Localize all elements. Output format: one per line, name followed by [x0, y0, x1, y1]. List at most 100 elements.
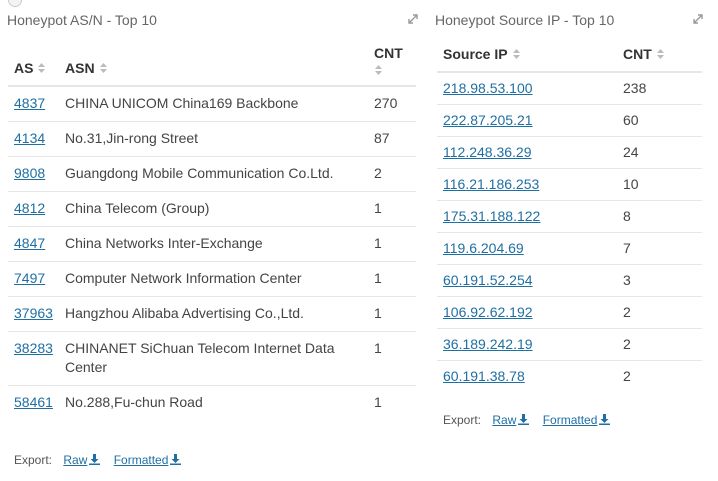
- table-row: 119.6.204.69 7: [437, 232, 702, 265]
- source-ip-cell: 222.87.205.21: [437, 104, 617, 137]
- cnt-cell: 270: [368, 85, 416, 122]
- source-ip-link[interactable]: 119.6.204.69: [443, 240, 524, 256]
- as-link[interactable]: 37963: [14, 305, 53, 321]
- source-ip-column-header[interactable]: Source IP: [437, 42, 617, 73]
- as-cell: 9808: [8, 156, 59, 192]
- source-ip-cell: 218.98.53.100: [437, 71, 617, 105]
- source-ip-panel: Honeypot Source IP - Top 10 Source IP CN…: [429, 0, 718, 481]
- cnt-cell: 87: [368, 121, 416, 157]
- export-formatted-link[interactable]: Formatted: [543, 413, 615, 427]
- cnt-cell: 1: [368, 261, 416, 297]
- as-cell: 37963: [8, 296, 59, 332]
- as-link[interactable]: 4134: [14, 130, 46, 146]
- table-row: 37963 Hangzhou Alibaba Advertising Co.,Lt…: [8, 296, 416, 332]
- table-row: 4847 China Networks Inter-Exchange 1: [8, 226, 416, 262]
- cnt-column-header[interactable]: CNT: [617, 42, 702, 73]
- asn-cell: Hangzhou Alibaba Advertising Co.,Ltd.: [59, 296, 368, 332]
- asn-cell: Guangdong Mobile Communication Co.Ltd.: [59, 156, 368, 192]
- source-ip-link[interactable]: 36.189.242.19: [443, 336, 533, 352]
- asn-cell: Computer Network Information Center: [59, 261, 368, 297]
- as-cell: 4134: [8, 121, 59, 157]
- as-link[interactable]: 4837: [14, 95, 46, 111]
- cnt-cell: 8: [617, 200, 702, 233]
- source-ip-link[interactable]: 116.21.186.253: [443, 176, 540, 192]
- as-link[interactable]: 4812: [14, 200, 46, 216]
- source-ip-cell: 175.31.188.122: [437, 200, 617, 233]
- sort-icon[interactable]: [37, 62, 46, 74]
- source-ip-table: Source IP CNT 218.98.53.100 238 222.87.205…: [437, 42, 702, 392]
- table-row: 222.87.205.21 60: [437, 104, 702, 137]
- asn-column-header[interactable]: ASN: [59, 42, 368, 87]
- sort-icon[interactable]: [656, 48, 665, 60]
- sort-icon[interactable]: [374, 64, 383, 76]
- sort-icon[interactable]: [512, 48, 521, 60]
- source-ip-cell: 60.191.38.78: [437, 360, 617, 392]
- cnt-cell: 24: [617, 136, 702, 169]
- cnt-cell: 3: [617, 264, 702, 297]
- download-icon: [89, 454, 101, 465]
- cnt-column-header[interactable]: CNT: [368, 42, 416, 87]
- source-ip-link[interactable]: 175.31.188.122: [443, 208, 541, 224]
- cnt-cell: 1: [368, 296, 416, 332]
- source-ip-link[interactable]: 60.191.38.78: [443, 368, 525, 384]
- table-row: 38283 CHINANET SiChuan Telecom Internet D…: [8, 331, 416, 386]
- as-link[interactable]: 4847: [14, 235, 46, 251]
- export-raw-link[interactable]: Raw: [63, 453, 104, 467]
- download-icon: [170, 454, 182, 465]
- cnt-cell: 7: [617, 232, 702, 265]
- table-row: 60.191.52.254 3: [437, 264, 702, 297]
- export-label: Export:: [14, 453, 53, 467]
- as-cell: 4812: [8, 191, 59, 227]
- table-row: 9808 Guangdong Mobile Communication Co.Lt…: [8, 156, 416, 192]
- cnt-cell: 2: [368, 156, 416, 192]
- table-row: 175.31.188.122 8: [437, 200, 702, 233]
- cnt-cell: 10: [617, 168, 702, 201]
- table-row: 7497 Computer Network Information Center 1: [8, 261, 416, 297]
- sort-icon[interactable]: [99, 62, 108, 74]
- table-row: 112.248.36.29 24: [437, 136, 702, 169]
- table-row: 106.92.62.192 2: [437, 296, 702, 329]
- expand-icon[interactable]: [691, 12, 705, 26]
- as-link[interactable]: 58461: [14, 394, 53, 410]
- download-icon: [599, 414, 611, 425]
- as-cell: 58461: [8, 385, 59, 420]
- cnt-cell: 1: [368, 385, 416, 420]
- asn-cell: CHINA UNICOM China169 Backbone: [59, 85, 368, 122]
- source-ip-cell: 119.6.204.69: [437, 232, 617, 265]
- source-ip-cell: 116.21.186.253: [437, 168, 617, 201]
- table-row: 116.21.186.253 10: [437, 168, 702, 201]
- expand-icon[interactable]: [406, 12, 420, 26]
- as-column-header[interactable]: AS: [8, 42, 59, 87]
- as-cell: 4847: [8, 226, 59, 262]
- cnt-cell: 2: [617, 296, 702, 329]
- export-label: Export:: [443, 413, 482, 427]
- cnt-cell: 1: [368, 191, 416, 227]
- table-row: 218.98.53.100 238: [437, 71, 702, 105]
- download-icon: [518, 414, 530, 425]
- export-raw-link[interactable]: Raw: [492, 413, 533, 427]
- cnt-cell: 238: [617, 71, 702, 105]
- cnt-cell: 1: [368, 226, 416, 262]
- source-ip-cell: 60.191.52.254: [437, 264, 617, 297]
- as-link[interactable]: 38283: [14, 340, 53, 356]
- cnt-cell: 2: [617, 360, 702, 392]
- source-ip-cell: 36.189.242.19: [437, 328, 617, 361]
- table-row: 58461 No.288,Fu-chun Road 1: [8, 385, 416, 420]
- as-cell: 38283: [8, 331, 59, 386]
- asn-cell: No.288,Fu-chun Road: [59, 385, 368, 420]
- export-formatted-link[interactable]: Formatted: [114, 453, 186, 467]
- source-ip-link[interactable]: 60.191.52.254: [443, 272, 533, 288]
- source-ip-link[interactable]: 112.248.36.29: [443, 144, 532, 160]
- source-ip-export-bar: Export: Raw Formatted: [443, 413, 620, 427]
- source-ip-link[interactable]: 222.87.205.21: [443, 112, 533, 128]
- cnt-cell: 1: [368, 331, 416, 386]
- as-link[interactable]: 7497: [14, 270, 46, 286]
- as-cell: 4837: [8, 85, 59, 122]
- asn-cell: No.31,Jin-rong Street: [59, 121, 368, 157]
- table-row: 4812 China Telecom (Group) 1: [8, 191, 416, 227]
- as-link[interactable]: 9808: [14, 165, 46, 181]
- source-ip-link[interactable]: 218.98.53.100: [443, 80, 533, 96]
- asn-cell: China Networks Inter-Exchange: [59, 226, 368, 262]
- source-ip-link[interactable]: 106.92.62.192: [443, 304, 533, 320]
- asn-panel: Honeypot AS/N - Top 10 AS ASN CNT 4837 CH…: [7, 12, 420, 467]
